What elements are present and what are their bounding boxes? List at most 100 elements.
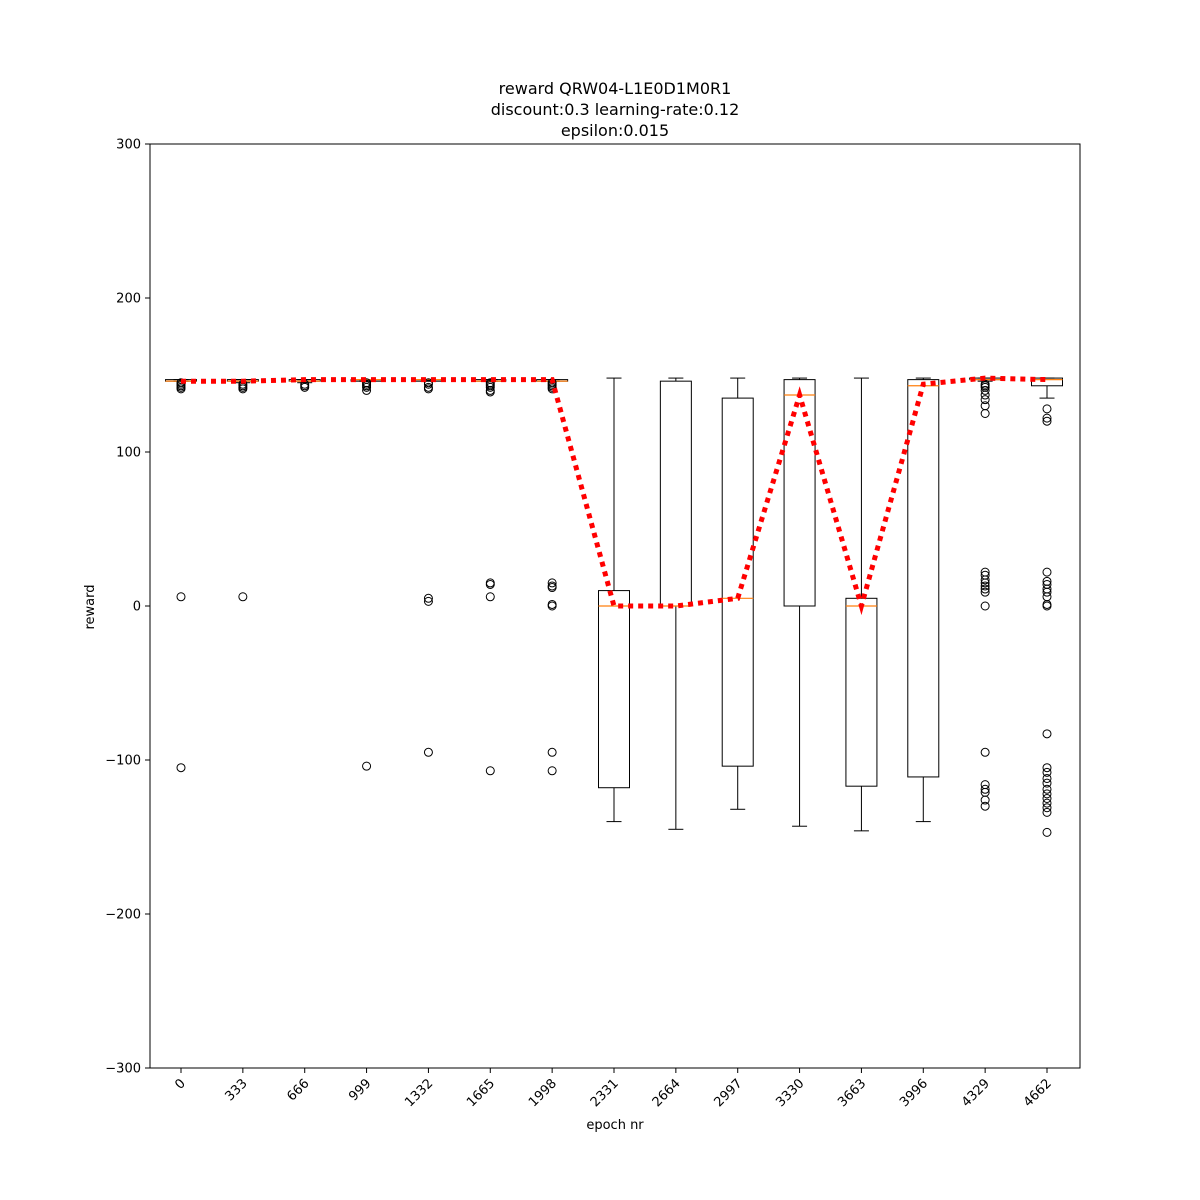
outlier-point <box>1042 807 1052 817</box>
outlier-point <box>176 763 186 773</box>
iqr-box <box>721 397 754 767</box>
outlier-point <box>980 587 990 597</box>
box-group-1665 <box>474 378 507 776</box>
outlier-point <box>423 593 433 603</box>
outlier-point <box>1042 413 1052 423</box>
y-tick-label: 200 <box>116 292 141 307</box>
outlier-point <box>980 801 990 811</box>
x-tick-label: 666 <box>284 1076 312 1104</box>
outlier-point <box>980 795 990 805</box>
outlier-point <box>423 378 433 388</box>
outlier-point <box>980 385 990 395</box>
outlier-point <box>1042 587 1052 597</box>
box-group-999 <box>350 378 383 771</box>
box-group-0 <box>165 378 197 773</box>
outlier-point <box>1042 827 1052 837</box>
outlier-point <box>980 784 990 794</box>
x-tick-label: 4329 <box>959 1076 993 1110</box>
outlier-point <box>423 747 433 757</box>
mean-line-layer <box>181 375 1048 616</box>
y-tick-label: 300 <box>116 138 141 153</box>
box-group-4329 <box>969 377 1002 811</box>
iqr-box <box>1030 377 1063 387</box>
x-tick-label: 0 <box>172 1076 188 1092</box>
outlier-point <box>1042 763 1052 773</box>
x-axis: 0 333 666 999 1332 1665 1998 2331 2664 2997 3330 36… <box>172 1068 1055 1110</box>
outlier-point <box>485 378 495 388</box>
box-group-3330 <box>783 377 816 827</box>
outlier-point <box>238 592 248 602</box>
outlier-point <box>1042 789 1052 799</box>
outlier-point <box>1042 567 1052 577</box>
y-axis-label: reward <box>83 584 98 629</box>
boxes-layer <box>165 377 1063 837</box>
outlier-point <box>980 581 990 591</box>
outlier-point <box>485 592 495 602</box>
box-group-2664 <box>659 377 692 830</box>
chart-title: reward QRW04-L1E0D1M0R1 discount:0.3 lea… <box>491 79 740 140</box>
title-line-2: discount:0.3 learning-rate:0.12 <box>491 100 740 119</box>
outlier-point <box>485 578 495 588</box>
x-tick-label: 2997 <box>712 1076 746 1110</box>
iqr-box <box>907 379 940 778</box>
iqr-box <box>659 380 692 607</box>
box-group-3996 <box>907 377 940 823</box>
y-tick-label: 100 <box>116 446 141 461</box>
x-tick-label: 1665 <box>464 1076 498 1110</box>
outlier-point <box>980 601 990 611</box>
outlier-point <box>1042 778 1052 788</box>
y-tick-label: −200 <box>105 908 141 923</box>
outlier-point <box>547 601 557 611</box>
outlier-point <box>547 578 557 588</box>
outlier-point <box>362 378 372 388</box>
x-tick-label: 1332 <box>402 1076 436 1110</box>
box-group-1332 <box>412 378 445 757</box>
box-group-4662 <box>1030 377 1063 837</box>
outlier-point <box>1042 416 1052 426</box>
outlier-point <box>980 409 990 418</box>
outlier-point <box>423 596 433 606</box>
outlier-point <box>547 766 557 776</box>
outlier-point <box>980 401 990 411</box>
outlier-point <box>1042 404 1052 414</box>
outlier-point <box>980 390 990 400</box>
x-tick-label: 1998 <box>526 1076 560 1110</box>
iqr-box <box>597 590 630 789</box>
outlier-point <box>980 578 990 588</box>
outlier-point <box>1042 784 1052 794</box>
x-tick-label: 4662 <box>1021 1076 1055 1110</box>
y-tick-label: −300 <box>105 1062 141 1077</box>
box-group-3663 <box>845 377 878 832</box>
outlier-point <box>423 382 433 392</box>
x-tick-label: 2331 <box>588 1076 622 1110</box>
y-tick-label: 0 <box>133 600 141 615</box>
y-axis: −300 −200 −100 0 100 200 300 <box>105 138 150 1077</box>
iqr-box <box>845 597 878 787</box>
outlier-point <box>547 583 557 593</box>
x-tick-label: 2664 <box>650 1076 684 1110</box>
x-tick-label: 3996 <box>897 1076 931 1110</box>
outlier-point <box>1042 798 1052 808</box>
outlier-point <box>980 584 990 594</box>
outlier-point <box>1042 773 1052 783</box>
x-tick-label: 999 <box>346 1076 374 1104</box>
outlier-point <box>980 575 990 585</box>
title-line-1: reward QRW04-L1E0D1M0R1 <box>499 79 732 98</box>
outlier-point <box>547 747 557 757</box>
box-group-333 <box>226 379 259 602</box>
x-tick-label: 3330 <box>773 1076 807 1110</box>
x-tick-label: 3663 <box>835 1076 869 1110</box>
y-tick-label: −100 <box>105 754 141 769</box>
title-line-3: epsilon:0.015 <box>561 121 669 140</box>
outlier-point <box>980 395 990 405</box>
outlier-point <box>1042 729 1052 739</box>
outlier-point <box>1042 592 1052 602</box>
outlier-point <box>176 592 186 602</box>
outlier-point <box>1042 767 1052 777</box>
x-axis-label: epoch nr <box>586 1118 644 1133</box>
outlier-point <box>1042 803 1052 813</box>
iqr-box <box>783 379 816 607</box>
box-group-1998 <box>536 378 569 776</box>
outlier-point <box>980 747 990 757</box>
